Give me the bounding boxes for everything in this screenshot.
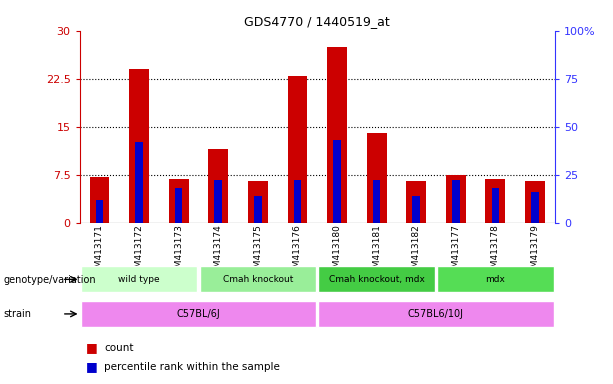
Bar <box>81 301 316 327</box>
Bar <box>169 179 189 223</box>
Text: mdx: mdx <box>485 275 505 284</box>
Text: count: count <box>104 343 134 353</box>
Bar <box>318 266 435 292</box>
Text: strain: strain <box>3 309 31 319</box>
Text: ■: ■ <box>86 341 97 354</box>
Bar <box>452 180 460 223</box>
Bar <box>287 76 307 223</box>
Bar <box>175 188 183 223</box>
Bar <box>492 188 499 223</box>
Bar <box>318 301 554 327</box>
Bar <box>135 142 143 223</box>
Bar <box>485 179 505 223</box>
Text: Cmah knockout: Cmah knockout <box>223 275 293 284</box>
Bar <box>254 196 262 223</box>
Text: wild type: wild type <box>118 275 160 284</box>
Bar <box>89 177 109 223</box>
Text: Cmah knockout, mdx: Cmah knockout, mdx <box>329 275 425 284</box>
Title: GDS4770 / 1440519_at: GDS4770 / 1440519_at <box>245 15 390 28</box>
Bar <box>525 181 545 223</box>
Text: ■: ■ <box>86 360 97 373</box>
Bar <box>373 180 381 223</box>
Bar <box>406 181 426 223</box>
Bar <box>81 266 197 292</box>
Bar <box>531 192 539 223</box>
Bar <box>327 47 347 223</box>
Text: C57BL/6J: C57BL/6J <box>177 309 220 319</box>
Bar <box>129 69 149 223</box>
Bar <box>413 196 420 223</box>
Bar <box>294 180 301 223</box>
Bar <box>446 175 466 223</box>
Bar <box>248 181 268 223</box>
Bar <box>215 180 222 223</box>
Bar <box>200 266 316 292</box>
Bar <box>367 133 387 223</box>
Bar <box>333 140 341 223</box>
Bar <box>96 200 103 223</box>
Text: percentile rank within the sample: percentile rank within the sample <box>104 362 280 372</box>
Bar <box>437 266 554 292</box>
Bar <box>208 149 228 223</box>
Text: C57BL6/10J: C57BL6/10J <box>408 309 464 319</box>
Text: genotype/variation: genotype/variation <box>3 275 96 285</box>
